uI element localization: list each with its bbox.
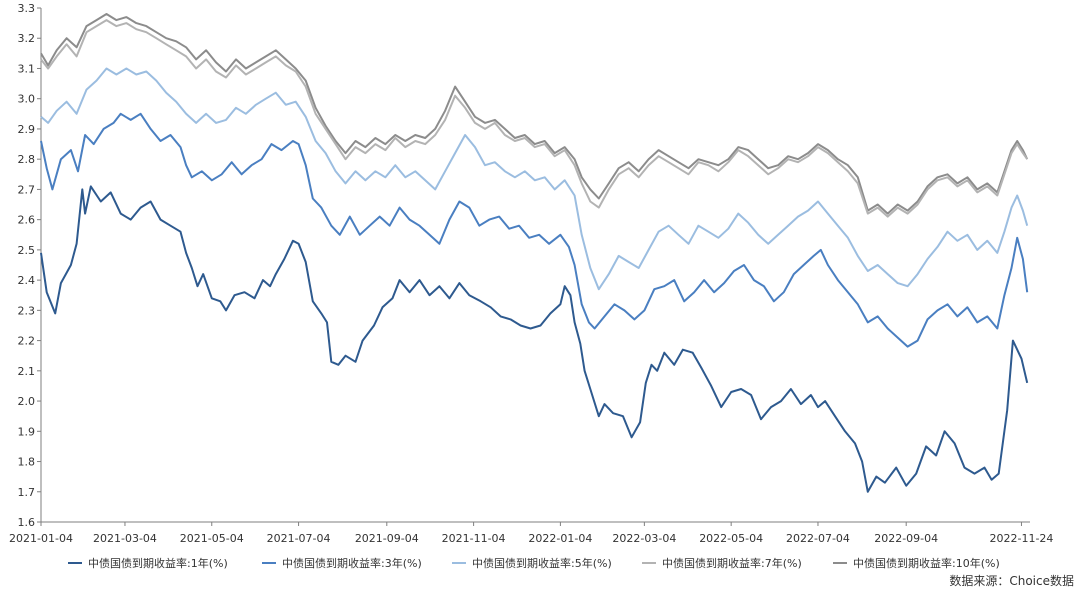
y-tick-label: 3.3 <box>18 2 36 15</box>
legend-item: 中债国债到期收益率:7年(%) <box>642 552 802 574</box>
series-line-2 <box>40 67 1029 291</box>
legend-label: 中债国债到期收益率:7年(%) <box>662 557 802 570</box>
source-note: 数据来源：Choice数据 <box>949 574 1074 588</box>
y-tick-label: 2.3 <box>18 304 36 317</box>
legend-swatch <box>262 562 276 564</box>
legend-item: 中债国债到期收益率:10年(%) <box>833 552 1000 574</box>
x-tick-label: 2021-11-04 <box>442 532 506 545</box>
legend-label: 中债国债到期收益率:5年(%) <box>472 557 612 570</box>
y-tick-label: 1.9 <box>18 425 36 438</box>
legend-swatch <box>642 562 656 564</box>
legend-label: 中债国债到期收益率:3年(%) <box>282 557 422 570</box>
x-tick-label: 2022-09-04 <box>874 532 938 545</box>
legend-swatch <box>833 562 847 564</box>
x-tick-label: 2021-01-04 <box>9 532 73 545</box>
y-tick-label: 1.8 <box>18 456 36 469</box>
y-tick-label: 3.0 <box>18 93 36 106</box>
x-tick-label: 2022-11-24 <box>989 532 1053 545</box>
x-axis-ticks: 2021-01-04 2021-03-04 2021-05-04 2021-07-04… <box>9 522 1053 545</box>
series-line-4 <box>40 13 1029 215</box>
legend-label: 中债国债到期收益率:1年(%) <box>88 557 228 570</box>
x-tick-label: 2022-05-04 <box>699 532 763 545</box>
legend-item: 中债国债到期收益率:5年(%) <box>452 552 612 574</box>
x-tick-label: 2022-01-04 <box>528 532 592 545</box>
series-line-3 <box>40 19 1029 218</box>
y-tick-label: 2.8 <box>18 153 36 166</box>
series-lines <box>40 13 1029 493</box>
y-tick-label: 2.9 <box>18 123 36 136</box>
legend-label: 中债国债到期收益率:10年(%) <box>853 557 1000 570</box>
x-tick-label: 2022-03-04 <box>612 532 676 545</box>
y-tick-label: 2.0 <box>18 395 36 408</box>
x-tick-label: 2021-07-04 <box>267 532 331 545</box>
x-tick-label: 2021-03-04 <box>93 532 157 545</box>
legend-swatch <box>452 562 466 564</box>
y-tick-label: 2.5 <box>18 244 36 257</box>
y-tick-label: 2.2 <box>18 335 36 348</box>
y-axis-ticks: 1.6 1.7 1.8 1.9 2.0 2.1 2.2 2.3 2.4 2.5 2.6 2.7 2.8 2… <box>18 2 41 529</box>
y-tick-label: 2.6 <box>18 214 36 227</box>
legend: 中债国债到期收益率:1年(%) 中债国债到期收益率:3年(%) 中债国债到期收益率:… <box>0 552 1080 574</box>
line-chart: 1.6 1.7 1.8 1.9 2.0 2.1 2.2 2.3 2.4 2.5 2.6 2.7 2.8 2… <box>9 2 1053 545</box>
legend-swatch <box>68 562 82 564</box>
y-tick-label: 2.1 <box>18 365 36 378</box>
y-tick-label: 1.7 <box>18 486 36 499</box>
legend-item: 中债国债到期收益率:1年(%) <box>68 552 228 574</box>
series-line-0 <box>40 185 1029 493</box>
x-tick-label: 2021-05-04 <box>180 532 244 545</box>
y-tick-label: 3.1 <box>18 62 36 75</box>
legend-item: 中债国债到期收益率:3年(%) <box>262 552 422 574</box>
series-line-1 <box>40 112 1029 348</box>
y-tick-label: 2.7 <box>18 183 36 196</box>
y-tick-label: 1.6 <box>18 516 36 529</box>
x-tick-label: 2021-09-04 <box>355 532 419 545</box>
x-tick-label: 2022-07-04 <box>786 532 850 545</box>
y-tick-label: 3.2 <box>18 32 36 45</box>
y-tick-label: 2.4 <box>18 274 36 287</box>
